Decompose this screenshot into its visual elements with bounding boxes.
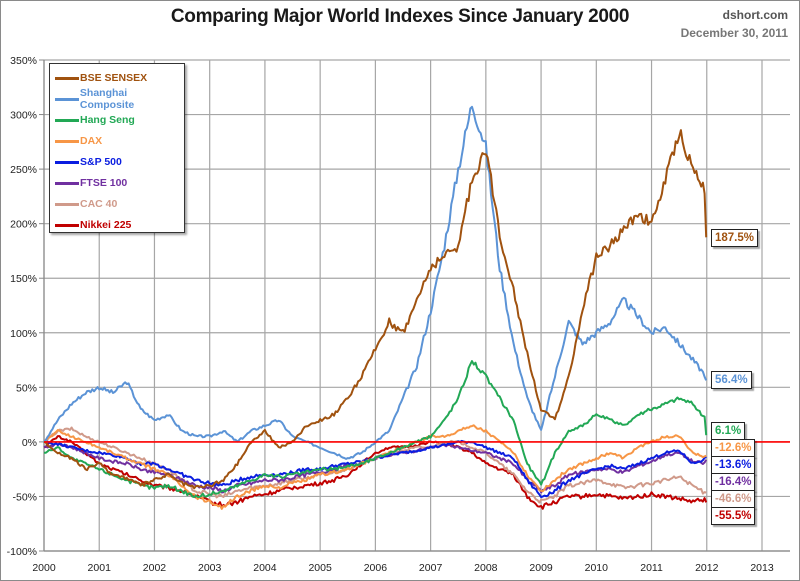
x-tick-label: 2013 <box>750 562 774 574</box>
y-axis-ticks: 350% 300% 250% 200% 150% 100% 50% 0% -50% -100% <box>7 55 44 558</box>
legend-item-ftse-100: FTSE 100 <box>55 176 127 190</box>
x-tick-label: 2003 <box>198 562 222 574</box>
legend-item-cac-40: CAC 40 <box>55 197 117 211</box>
legend-swatch <box>55 160 79 164</box>
legend-item-s-p-500: S&P 500 <box>55 155 122 169</box>
y-tick-label: 200% <box>10 219 37 231</box>
y-tick-label: -100% <box>7 546 37 558</box>
x-tick-label: 2011 <box>640 562 663 574</box>
x-tick-label: 2009 <box>529 562 553 574</box>
y-tick-label: 50% <box>16 382 37 394</box>
legend-label: BSE SENSEX <box>80 72 148 84</box>
y-tick-label: -50% <box>12 491 37 503</box>
end-value-label: -12.6% <box>711 439 756 457</box>
legend-swatch <box>55 181 79 185</box>
legend-item-shanghai-composite: Shanghai Composite <box>55 87 184 111</box>
series-line-nikkei-225 <box>43 435 708 510</box>
x-tick-label: 2002 <box>143 562 167 574</box>
x-tick-label: 2000 <box>32 562 56 574</box>
series-line-bse-sensex <box>43 129 708 490</box>
legend-label: Hang Seng <box>80 114 135 126</box>
y-tick-label: 300% <box>10 110 37 122</box>
end-value-label: 56.4% <box>711 371 752 389</box>
legend-swatch <box>55 76 79 80</box>
source-label: dshort.com <box>722 8 788 22</box>
legend-swatch <box>55 97 79 101</box>
x-tick-label: 2005 <box>308 562 332 574</box>
legend-item-nikkei-225: Nikkei 225 <box>55 218 131 232</box>
legend-item-bse-sensex: BSE SENSEX <box>55 71 147 85</box>
end-value-label: -46.6% <box>711 490 756 508</box>
x-tick-label: 2008 <box>474 562 498 574</box>
legend-swatch <box>55 202 79 206</box>
end-value-label: -13.6% <box>711 456 756 474</box>
chart-title: Comparing Major World Indexes Since Janu… <box>170 6 630 27</box>
x-axis-ticks: 2000 2001 2002 2003 2004 2005 2006 2007 2008 2009… <box>32 562 774 574</box>
x-tick-label: 2010 <box>585 562 609 574</box>
legend: BSE SENSEX Shanghai Composite Hang Seng DAX… <box>49 63 185 233</box>
x-tick-label: 2004 <box>253 562 277 574</box>
x-tick-label: 2006 <box>364 562 388 574</box>
y-tick-label: 250% <box>10 164 37 176</box>
series-line-hang-seng <box>44 360 708 499</box>
legend-label: Nikkei 225 <box>80 219 132 231</box>
legend-swatch <box>55 139 79 143</box>
y-tick-label: 100% <box>10 328 37 340</box>
x-tick-label: 2001 <box>88 562 112 574</box>
legend-label: Shanghai Composite <box>79 87 135 111</box>
end-value-label: 6.1% <box>711 422 746 440</box>
end-value-label: 187.5% <box>711 229 759 247</box>
y-tick-label: 350% <box>10 55 37 67</box>
y-tick-label: 150% <box>10 273 37 285</box>
legend-item-hang-seng: Hang Seng <box>55 113 135 127</box>
series-line-shanghai-composite <box>43 105 708 460</box>
legend-swatch <box>55 118 79 122</box>
legend-label: DAX <box>80 135 103 147</box>
end-value-label: -16.4% <box>711 473 756 491</box>
end-value-label: -55.5% <box>711 507 756 525</box>
legend-swatch <box>55 223 79 227</box>
legend-item-dax: DAX <box>55 134 102 148</box>
legend-label: S&P 500 <box>80 156 122 168</box>
date-label: December 30, 2011 <box>680 26 788 40</box>
x-tick-label: 2007 <box>419 562 443 574</box>
legend-label: FTSE 100 <box>80 177 128 189</box>
series-lines <box>43 105 708 510</box>
y-tick-label: 0% <box>22 437 37 449</box>
x-tick-label: 2012 <box>695 562 719 574</box>
legend-label: CAC 40 <box>80 198 118 210</box>
